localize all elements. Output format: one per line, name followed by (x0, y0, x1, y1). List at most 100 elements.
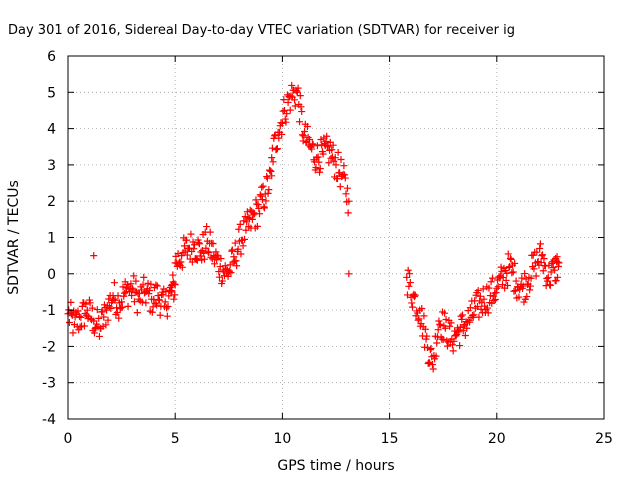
data-point (244, 213, 252, 221)
data-point (537, 259, 545, 267)
data-point (239, 242, 247, 250)
data-points (64, 81, 563, 373)
data-point (475, 313, 483, 321)
data-point (153, 282, 161, 290)
data-point (183, 251, 191, 259)
x-tick-label: 15 (381, 431, 399, 447)
data-point (332, 161, 340, 169)
data-point (448, 341, 456, 349)
data-point (433, 339, 441, 347)
data-point (256, 191, 264, 199)
data-point (476, 292, 484, 300)
data-point (511, 259, 519, 267)
data-point (323, 143, 331, 151)
data-point (258, 196, 266, 204)
y-axis-label: SDTVAR / TECUs (6, 180, 22, 295)
data-point (532, 272, 540, 280)
data-point (405, 282, 413, 290)
data-point (165, 292, 173, 300)
data-point (177, 258, 185, 266)
y-tick-label: 4 (47, 122, 56, 138)
data-point (118, 298, 126, 306)
data-point (541, 262, 549, 270)
data-point (406, 270, 414, 278)
data-point (546, 281, 554, 289)
x-tick-label: 5 (171, 431, 180, 447)
data-point (232, 257, 240, 265)
data-point (248, 215, 256, 223)
data-point (316, 165, 324, 173)
data-point (489, 274, 497, 282)
data-point (241, 235, 249, 243)
x-tick-label: 0 (64, 431, 73, 447)
data-point (283, 110, 291, 118)
data-point (281, 115, 289, 123)
data-point (171, 291, 179, 299)
data-point (261, 204, 269, 212)
data-point (171, 281, 179, 289)
data-point (301, 128, 309, 136)
data-point (170, 280, 178, 288)
data-point (267, 167, 275, 175)
data-point (340, 162, 348, 170)
data-point (200, 249, 208, 257)
data-point (504, 281, 512, 289)
data-point (492, 289, 500, 297)
data-point (154, 292, 162, 300)
y-tick-label: 5 (47, 85, 56, 101)
data-point (77, 313, 85, 321)
data-point (242, 226, 250, 234)
data-point (268, 172, 276, 180)
data-point (201, 255, 209, 263)
data-point (155, 296, 163, 304)
data-point (190, 241, 198, 249)
data-point (316, 168, 324, 176)
data-point (323, 132, 331, 140)
data-point (187, 230, 195, 238)
data-point (250, 209, 258, 217)
data-point (441, 324, 449, 332)
data-point (345, 270, 353, 278)
data-point (521, 270, 529, 278)
data-point (470, 311, 478, 319)
data-point (539, 267, 547, 275)
data-point (491, 296, 499, 304)
data-point (408, 303, 416, 311)
data-point (100, 313, 108, 321)
data-point (252, 196, 260, 204)
data-point (426, 346, 434, 354)
data-point (436, 321, 444, 329)
data-point (479, 285, 487, 293)
data-point (519, 282, 527, 290)
data-point (308, 145, 316, 153)
data-point (211, 260, 219, 268)
data-point (554, 273, 562, 281)
data-point (235, 225, 243, 233)
data-point (255, 204, 263, 212)
data-point (342, 190, 350, 198)
chart-title: Day 301 of 2016, Sidereal Day-to-day VTE… (8, 23, 515, 38)
data-point (233, 262, 241, 270)
data-point (212, 248, 220, 256)
data-point (133, 309, 141, 317)
data-point (130, 298, 138, 306)
x-tick-label: 20 (488, 431, 506, 447)
data-point (265, 186, 273, 194)
data-point (420, 312, 428, 320)
data-point (306, 135, 314, 143)
data-point (294, 84, 302, 92)
data-point (436, 320, 444, 328)
data-point (128, 292, 136, 300)
data-point (190, 245, 198, 253)
data-point (178, 263, 186, 271)
data-point (90, 252, 98, 260)
data-point (547, 268, 555, 276)
data-point (457, 312, 465, 320)
data-point (76, 323, 84, 331)
data-point (493, 284, 501, 292)
data-point (505, 263, 513, 271)
data-point (115, 314, 123, 322)
data-point (183, 236, 191, 244)
data-point (459, 327, 467, 335)
